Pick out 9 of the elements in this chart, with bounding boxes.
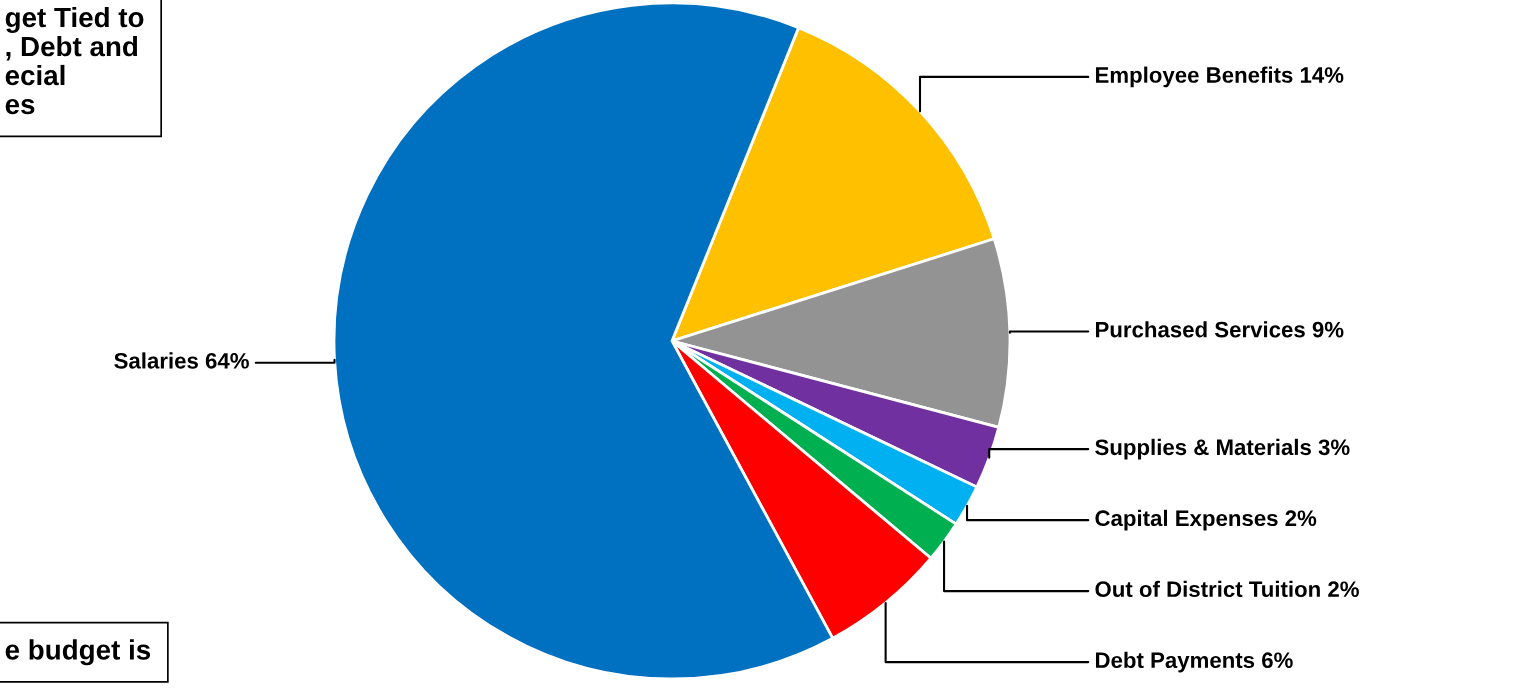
slice-label: Supplies & Materials 3% xyxy=(1095,438,1350,460)
slice-label: Salaries 64% xyxy=(114,352,249,369)
slice-label: Capital Expenses 2% xyxy=(1095,509,1317,531)
text: e budget is xyxy=(5,639,151,666)
slice-label: Employee Benefits 14% xyxy=(1095,66,1344,88)
slice-label: Purchased Services 9% xyxy=(1095,321,1344,338)
slice-label: Debt Payments 6% xyxy=(1095,651,1293,673)
slice-label: Out of District Tuition 2% xyxy=(1095,580,1359,598)
text: get Tied to , Debt and ecial es xyxy=(5,6,144,115)
